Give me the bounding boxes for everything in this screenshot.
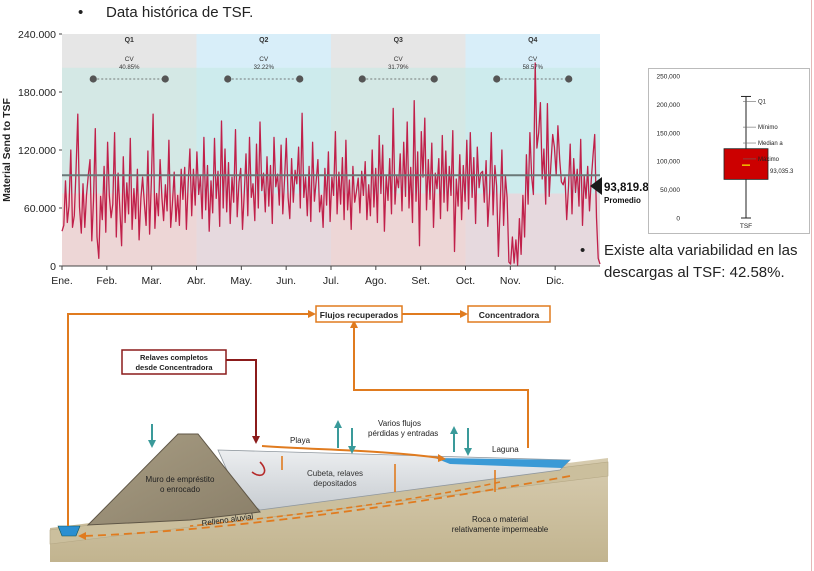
groundwater-flow <box>83 475 571 537</box>
cv-range-dot <box>224 75 232 83</box>
fluxes-label-1: Varios flujos <box>378 419 421 428</box>
y-axis-title: Material Send to TSF <box>1 97 13 201</box>
quarter-label: Q2 <box>259 37 268 44</box>
basin-label-1: Cubeta, relaves <box>307 469 363 478</box>
cv-value: 40.85% <box>119 65 140 71</box>
recirculation-arrow <box>251 461 266 477</box>
arrow-right-icon <box>438 454 446 462</box>
cv-range-dot <box>493 75 501 83</box>
box-y-tick-label: 250,000 <box>657 74 681 81</box>
recovered-flow-line <box>67 313 308 526</box>
slurry-source-line1: Relaves completos <box>140 353 208 362</box>
slurry-source-box <box>121 349 227 375</box>
legend-entry: Q1 <box>758 100 767 106</box>
average-arrow-icon <box>590 177 602 195</box>
recovered-flows-box <box>315 305 403 323</box>
title-text: Data histórica de TSF. <box>106 4 254 21</box>
arrow-right-icon <box>308 310 316 318</box>
average-caption: Promedio <box>604 196 641 205</box>
basin-label-2: depositados <box>313 479 356 488</box>
lagoon-water <box>435 458 570 468</box>
y-tick-label: 120.000 <box>18 145 56 157</box>
slide-title: • Data histórica de TSF. <box>78 4 253 21</box>
x-tick-label: Nov. <box>500 275 521 287</box>
vertical-flux-arrows <box>148 420 472 456</box>
tsf-boxplot: 0 50,000 100,000 150,000 200,000 250,000 93,03… <box>648 68 810 234</box>
x-tick-label: Ago. <box>365 275 387 287</box>
quarter-label: Q3 <box>394 37 403 44</box>
legend-entry: Median a <box>758 141 783 147</box>
box-y-tick-label: 200,000 <box>657 102 681 109</box>
slide-edge <box>811 0 812 571</box>
box-category-label: TSF <box>740 223 752 230</box>
y-tick-label: 0 <box>50 261 56 273</box>
cv-label: CV <box>125 56 135 63</box>
box-y-tick-label: 150,000 <box>657 130 681 137</box>
tsf-line-chart: 0 60.000 120.000 180.000 240.000 Ene. Feb. Mar.… <box>1 29 601 287</box>
slurry-feed-line <box>226 359 257 438</box>
iqr-box <box>723 148 769 180</box>
legend-entry: Máximo <box>758 157 780 163</box>
x-tick-label: Abr. <box>187 275 206 287</box>
cv-value: 31.79% <box>388 65 409 71</box>
arrow-right-icon <box>460 310 468 318</box>
x-tick-label: Jul. <box>323 275 339 287</box>
cv-range-dot <box>430 75 438 83</box>
recovered-flows-label: Flujos recuperados <box>320 310 399 320</box>
cv-range-dot <box>89 75 97 83</box>
collection-pond <box>57 525 81 537</box>
cv-range-dot <box>161 75 169 83</box>
box-y-tick-label: 100,000 <box>657 159 681 166</box>
average-marker: 93,819.8 Promedio <box>590 177 649 205</box>
lagoon-return-line <box>353 326 529 448</box>
rock-label-2: relativamente impermeable <box>452 525 549 534</box>
y-tick-label: 240.000 <box>18 29 56 41</box>
x-tick-label: Ene. <box>51 275 73 287</box>
box-y-tick-label: 0 <box>676 216 680 223</box>
x-tick-label: Set. <box>411 275 430 287</box>
quarter-label: Q4 <box>528 37 537 44</box>
quarter-label: Q1 <box>125 37 134 44</box>
cv-range-dot <box>358 75 366 83</box>
cv-range-dot <box>565 75 573 83</box>
x-tick-label: Jun. <box>276 275 296 287</box>
average-value: 93,819.8 <box>604 182 649 194</box>
cv-label: CV <box>394 56 404 63</box>
cv-value: 32.22% <box>254 65 275 71</box>
concentrator-label: Concentradora <box>479 310 540 320</box>
arrow-left-icon <box>78 532 86 540</box>
arrow-up-icon <box>350 320 358 328</box>
beach-label: Playa <box>290 436 311 445</box>
cv-label: CV <box>528 56 538 63</box>
slurry-source-line2: desde Concentradora <box>135 363 213 372</box>
x-tick-label: Feb. <box>96 275 117 287</box>
note-text: Existe alta variabilidad en las descarga… <box>604 242 798 281</box>
cv-value: 58.57% <box>523 65 544 71</box>
seepage-flow <box>189 481 501 527</box>
note-bullet: • <box>580 242 586 259</box>
median-value-label: 93,035.3 <box>770 169 794 175</box>
rock-label-1: Roca o material <box>472 515 528 524</box>
dam-label-2: o enrocado <box>160 485 201 494</box>
embankment-dam <box>86 433 261 526</box>
lagoon-label: Laguna <box>492 445 519 454</box>
concentrator-box <box>467 305 551 323</box>
fluxes-label-2: pérdidas y entradas <box>368 429 438 438</box>
tsf-series-line <box>61 62 601 266</box>
y-tick-label: 60.000 <box>24 203 56 215</box>
x-tick-label: Oct. <box>456 275 475 287</box>
x-tick-label: Mar. <box>141 275 161 287</box>
box-y-tick-label: 50,000 <box>660 187 680 194</box>
cv-label: CV <box>259 56 269 63</box>
y-tick-label: 180.000 <box>18 87 56 99</box>
arrow-down-icon <box>252 436 260 444</box>
bullet: • <box>78 4 84 21</box>
cv-range-dot <box>296 75 304 83</box>
legend-entry: Mínimo <box>758 125 778 131</box>
tailings-dam-diagram: Flujos recuperados Concentradora Relaves… <box>49 305 609 562</box>
dam-label-1: Muro de empréstito <box>146 475 215 484</box>
x-tick-label: May. <box>230 275 252 287</box>
x-tick-label: Dic. <box>546 275 564 287</box>
